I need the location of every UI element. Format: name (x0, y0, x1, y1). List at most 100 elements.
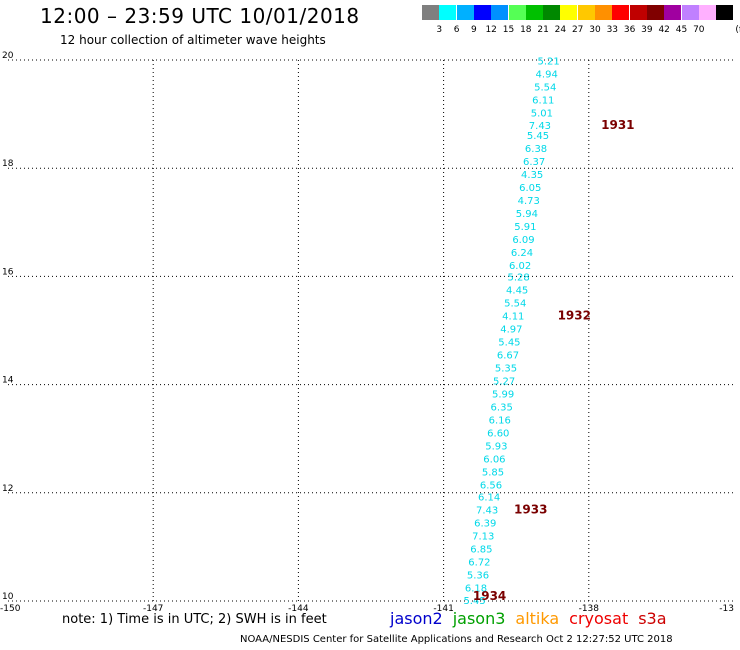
color-swatch (716, 5, 734, 20)
wave-height-label: 6.11 (532, 95, 554, 106)
y-tick-label: 10 (2, 592, 14, 602)
wave-height-label: 5.85 (482, 467, 504, 478)
time-annotation: 1934 (473, 589, 506, 603)
wave-height-label: 5.28 (507, 273, 529, 284)
chart-subtitle: 12 hour collection of altimeter wave hei… (60, 33, 326, 47)
time-annotation: 1932 (558, 309, 591, 323)
time-annotation: 1931 (601, 118, 634, 132)
wave-height-label: 6.56 (480, 480, 502, 491)
wave-height-label: 5.45 (527, 131, 549, 142)
wave-height-label: 5.45 (498, 338, 520, 349)
color-scale-label: 18 (520, 25, 532, 35)
wave-height-label: 5.93 (485, 442, 507, 453)
wave-height-label: 6.67 (497, 351, 519, 362)
wave-height-label: 5.91 (514, 222, 536, 233)
x-tick-label: -13 (719, 604, 734, 614)
y-tick-label: 14 (2, 376, 14, 386)
color-scale-label: 42 (658, 25, 670, 35)
wave-height-label: 6.37 (523, 157, 545, 168)
color-swatch (612, 5, 630, 20)
color-scale-label: 3 (436, 25, 443, 35)
satellite-legend-item: jason2 (390, 609, 443, 628)
y-tick-label: 12 (2, 484, 13, 494)
color-scale-label: 24 (554, 25, 567, 35)
chart-title: 12:00 – 23:59 UTC 10/01/2018 (40, 4, 360, 28)
wave-height-label: 5.54 (534, 82, 556, 93)
wave-height-label: 4.73 (518, 196, 540, 207)
wave-height-label: 6.72 (468, 557, 490, 568)
wave-height-label: 6.06 (483, 455, 505, 466)
color-swatch (422, 5, 439, 20)
x-tick-label: -141 (433, 604, 453, 614)
color-scale-label: 27 (571, 25, 584, 35)
color-swatch (560, 5, 578, 20)
color-scale-label: 45 (675, 25, 688, 35)
color-scale-label: 21 (537, 25, 549, 35)
wave-height-label: 5.21 (537, 56, 559, 67)
wave-height-label: 5.36 (467, 570, 489, 581)
x-tick-label: -147 (143, 604, 163, 614)
wave-height-label: 7.43 (529, 121, 551, 132)
y-tick-label: 16 (2, 267, 14, 277)
color-scale-unit: (ft) (735, 25, 740, 35)
color-swatch (629, 5, 647, 20)
x-tick-label: -138 (579, 604, 600, 614)
color-swatch (491, 5, 509, 20)
wave-height-label: 4.94 (536, 69, 558, 80)
color-swatch (646, 5, 664, 20)
x-tick-label: -144 (288, 604, 309, 614)
color-swatch (664, 5, 682, 20)
footer-note: note: 1) Time is in UTC; 2) SWH is in fe… (62, 612, 327, 627)
satellite-legend: jason2 jason3 altika cryosat s3a (390, 609, 677, 628)
wave-height-label: 7.13 (472, 531, 494, 542)
color-scale-label: 39 (641, 25, 653, 35)
satellite-legend-item: s3a (638, 609, 667, 628)
wave-height-label: 7.43 (476, 505, 498, 516)
color-swatch (473, 5, 491, 20)
color-swatch (525, 5, 543, 20)
wave-height-label: 6.05 (519, 183, 541, 194)
wave-height-label: 4.35 (521, 170, 543, 181)
color-swatch (577, 5, 595, 20)
satellite-legend-item: jason3 (452, 609, 506, 628)
y-tick-label: 18 (2, 159, 14, 169)
wave-height-label: 5.01 (531, 108, 553, 119)
color-swatch (456, 5, 474, 20)
time-annotation: 1933 (514, 502, 547, 516)
footer-credit: NOAA/NESDIS Center for Satellite Applica… (240, 634, 673, 645)
wave-height-label: 6.16 (489, 416, 511, 427)
color-swatch (698, 5, 716, 20)
wave-height-label: 4.11 (502, 312, 524, 323)
color-scale-label: 6 (453, 25, 460, 35)
x-tick-label: -150 (0, 604, 21, 614)
color-scale-label: 70 (693, 25, 705, 35)
wave-height-label: 6.39 (474, 518, 496, 529)
color-scale-label: 15 (502, 25, 515, 35)
satellite-legend-item: cryosat (569, 609, 629, 628)
wave-height-label: 4.45 (506, 286, 528, 297)
wave-height-label: 5.27 (493, 377, 515, 388)
wave-height-label: 6.18 (465, 583, 487, 594)
color-scale-label: 36 (623, 25, 636, 35)
color-swatch (439, 5, 457, 20)
color-scale-label: 33 (606, 25, 619, 35)
wave-height-label: 5.45 (463, 596, 485, 607)
wave-height-label: 6.02 (509, 261, 531, 272)
color-swatch (508, 5, 526, 20)
wave-height-label: 6.60 (487, 429, 509, 440)
wave-height-label: 4.97 (500, 325, 522, 336)
wave-height-label: 6.38 (525, 144, 547, 155)
wave-height-label: 5.54 (504, 299, 526, 310)
color-swatch (543, 5, 561, 20)
color-scale-label: 9 (471, 25, 477, 35)
wave-height-label: 6.14 (478, 492, 500, 503)
color-scale-label: 12 (485, 25, 497, 35)
y-tick-label: 20 (2, 51, 14, 61)
wave-height-label: 6.24 (511, 248, 533, 259)
wave-height-label: 5.99 (492, 390, 514, 401)
wave-height-label: 6.35 (491, 403, 513, 414)
color-scale-label: 30 (589, 25, 601, 35)
wave-height-label: 5.94 (516, 209, 538, 220)
wave-height-label: 6.85 (470, 544, 492, 555)
